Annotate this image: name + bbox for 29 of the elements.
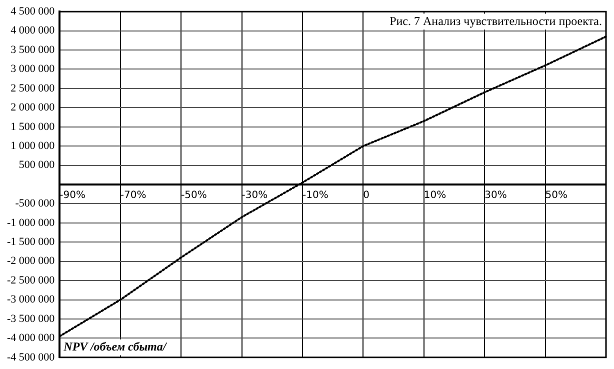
y-tick-label: 4 500 000 [10,5,56,18]
x-tick-label: 30% [484,190,507,202]
y-tick-label: -3 000 000 [6,294,56,306]
x-axis-title: NPV /объем сбыта/ [62,339,168,354]
y-tick-label: -2 000 000 [6,255,56,268]
y-tick-label: -1 000 000 [6,216,56,229]
x-tick-label: -10% [302,190,328,202]
y-tick-label: 4 000 000 [10,24,56,37]
y-tick-label: -3 500 000 [6,312,56,325]
y-tick-label: 500 000 [18,159,56,172]
y-tick-label: 2 500 000 [10,82,56,94]
x-tick-label: 10% [424,190,446,202]
y-tick-label: 1 000 000 [10,140,56,152]
y-tick-label: -4 000 000 [6,332,56,344]
chart-title: Рис. 7 Анализ чувствительности проекта. [390,14,602,28]
x-tick-label: -50% [181,190,207,202]
y-tick-label: 2 000 000 [10,102,56,114]
x-tick-label: 0 [363,190,370,202]
x-tick-label: 50% [545,190,568,202]
y-tick-label: 1 500 000 [10,120,56,133]
y-tick-label: -4 500 000 [6,351,56,364]
y-tick-label: 3 500 000 [10,44,56,56]
x-tick-label: -30% [242,190,268,202]
y-tick-label: -500 000 [15,198,56,210]
y-tick-label: -2 500 000 [6,274,56,286]
y-tick-label: 3 000 000 [10,63,56,76]
y-tick-label: -1 500 000 [6,236,56,248]
x-tick-label: -70% [120,190,146,202]
x-tick-label: -90% [60,190,86,202]
